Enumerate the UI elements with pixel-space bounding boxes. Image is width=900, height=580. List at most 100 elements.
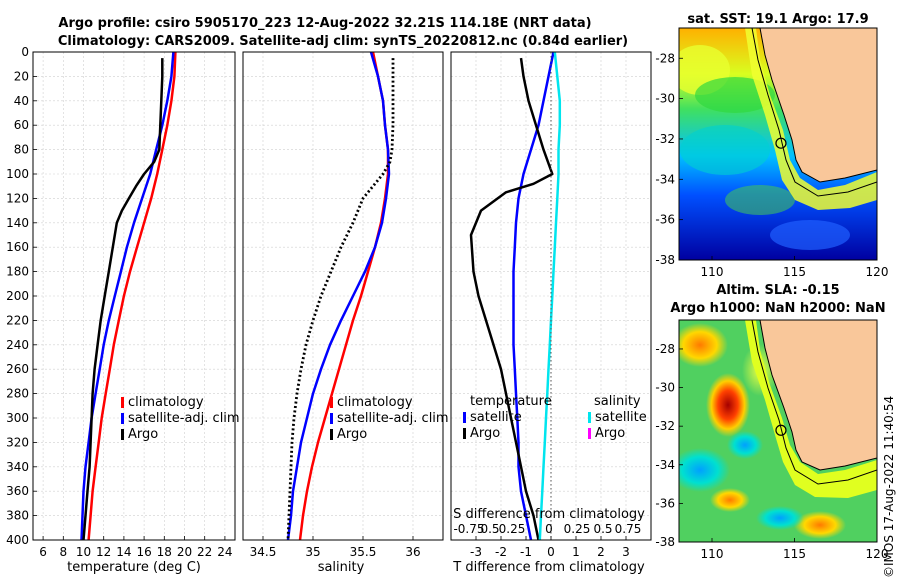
s-diff-tick-label: 0.25 xyxy=(564,522,591,536)
salinity-difference-ticks: -0.750.5 0.25 0 0.25 0.5 0.75 xyxy=(453,522,641,536)
temperature-x-ticks: 6 8 10 12 14 16 18 20 22 24 xyxy=(39,536,233,559)
sla-cool-anomaly-2 xyxy=(727,431,763,459)
x-tick-label: -3 xyxy=(470,545,482,559)
s-diff-tick-label: 0.5 xyxy=(480,522,499,536)
s-diff-tick-label: 0 xyxy=(545,522,553,536)
temperature-panel: 6 8 10 12 14 16 18 20 22 24 0 20 40 60 80 100 120 140 160… xyxy=(6,45,240,575)
legend-swatch-temp-argo xyxy=(463,428,466,439)
depth-tick-label: 80 xyxy=(14,143,29,157)
map-y-tick-label: -30 xyxy=(655,381,675,395)
legend-swatch-argo xyxy=(121,429,124,440)
sla-map-ticks: 110 115 120 -28 -30 -32 -34 -36 -38 xyxy=(655,342,888,561)
map-y-tick-label: -38 xyxy=(655,253,675,267)
map-y-tick-label: -38 xyxy=(655,535,675,549)
x-tick-label: 10 xyxy=(76,545,91,559)
x-tick-label: 8 xyxy=(59,545,67,559)
series-satellite-adj-clim xyxy=(286,52,391,540)
legend-label-climatology: climatology xyxy=(128,395,204,410)
sst-argo-marker xyxy=(775,137,787,149)
x-tick-label: -2 xyxy=(495,545,507,559)
salinity-x-ticks: 34.5 35 35.5 36 xyxy=(250,536,421,559)
depth-tick-label: 320 xyxy=(6,435,29,449)
sla-land xyxy=(759,320,877,471)
map-y-tick-label: -28 xyxy=(655,51,675,65)
s-diff-tick-label: 0.75 xyxy=(615,522,642,536)
sst-blue-patch xyxy=(770,220,850,250)
legend-label-sal-argo: Argo xyxy=(595,426,625,441)
legend-swatch-satellite xyxy=(121,413,124,424)
depth-tick-label: 300 xyxy=(6,411,29,425)
depth-tick-label: 280 xyxy=(6,387,29,401)
x-tick-label: 12 xyxy=(96,545,111,559)
series-argo xyxy=(82,58,164,540)
difference-panel: -3 -2 -1 0 1 2 3 T difference from climatology… xyxy=(450,51,652,575)
sst-200m-contour xyxy=(751,28,877,197)
depth-tick-label: 220 xyxy=(6,313,29,327)
depth-tick-label: 180 xyxy=(6,265,29,279)
x-tick-label: 3 xyxy=(622,545,630,559)
sst-coastal-warm-band xyxy=(745,28,877,210)
salinity-panel: 34.5 35 35.5 36 salinity climatology satell… xyxy=(242,51,449,575)
figure-title: Argo profile: csiro 5905170_223 12-Aug-2… xyxy=(58,16,591,31)
depth-tick-label: 40 xyxy=(14,94,29,108)
sla-warm-anomaly-north xyxy=(679,323,728,367)
legend-swatch-climatology xyxy=(121,397,124,408)
x-tick-label: 0 xyxy=(547,545,555,559)
sst-green-patch-south xyxy=(725,185,795,215)
map-x-tick-label: 110 xyxy=(701,265,724,279)
legend-label-temp-argo: Argo xyxy=(470,426,500,441)
sla-warm-anomaly-south xyxy=(710,488,750,512)
depth-tick-label: 380 xyxy=(6,509,29,523)
depth-tick-label: 120 xyxy=(6,191,29,205)
sst-land xyxy=(759,28,877,183)
depth-tick-label: 160 xyxy=(6,240,29,254)
map-y-tick-label: -36 xyxy=(655,496,675,510)
map-y-tick-label: -36 xyxy=(655,213,675,227)
sst-map-title: sat. SST: 19.1 Argo: 17.9 xyxy=(687,12,868,27)
map-x-tick-label: 120 xyxy=(866,265,889,279)
legend-label-sal-satellite: satellite xyxy=(595,410,647,425)
sst-cyan-patch xyxy=(680,125,770,175)
x-tick-label: 1 xyxy=(572,545,580,559)
depth-tick-label: 400 xyxy=(6,533,29,547)
temperature-lines xyxy=(80,52,177,540)
difference-x-label: T difference from climatology xyxy=(452,560,645,575)
sla-map-frame xyxy=(678,319,878,543)
sla-warm-anomaly-core xyxy=(706,373,750,437)
sla-map-title: Altim. SLA: -0.15 xyxy=(716,283,839,298)
map-x-tick-label: 110 xyxy=(701,547,724,561)
salinity-x-label: salinity xyxy=(318,560,365,575)
x-tick-label: 14 xyxy=(116,545,131,559)
sla-map: Altim. SLA: -0.15 Argo h1000: NaN h2000:… xyxy=(655,283,888,561)
figure-subtitle: Climatology: CARS2009. Satellite-adj cli… xyxy=(58,34,628,49)
depth-tick-label: 140 xyxy=(6,216,29,230)
sla-cool-anomaly xyxy=(679,448,730,492)
x-tick-label: 34.5 xyxy=(250,545,277,559)
x-tick-label: 18 xyxy=(157,545,172,559)
difference-x2-label: S difference from climatology xyxy=(453,507,645,522)
temperature-x-label: temperature (deg C) xyxy=(67,560,201,575)
x-tick-label: 24 xyxy=(217,545,232,559)
legend-label-temp-satellite: satellite xyxy=(470,410,522,425)
x-tick-label: -1 xyxy=(520,545,532,559)
map-y-tick-label: -32 xyxy=(655,419,675,433)
salinity-legend: climatology satellite-adj. clim Argo xyxy=(330,395,449,442)
depth-tick-label: 60 xyxy=(14,118,29,132)
legend-swatch-sal-satellite xyxy=(588,412,591,423)
map-y-tick-label: -34 xyxy=(655,458,675,472)
salinity-axes-box xyxy=(242,51,444,541)
sst-map-frame xyxy=(678,27,878,261)
sst-green-patch xyxy=(695,77,775,113)
depth-tick-label: 100 xyxy=(6,167,29,181)
depth-tick-label: 260 xyxy=(6,362,29,376)
depth-tick-label: 0 xyxy=(21,45,29,59)
difference-x-ticks: -3 -2 -1 0 1 2 3 xyxy=(470,536,630,559)
map-x-tick-label: 115 xyxy=(783,265,806,279)
depth-tick-label: 200 xyxy=(6,289,29,303)
depth-tick-label: 20 xyxy=(14,69,29,83)
map-y-tick-label: -34 xyxy=(655,172,675,186)
x-tick-label: 35.5 xyxy=(350,545,377,559)
difference-legend: temperature satellite Argo salinity sate… xyxy=(463,394,647,441)
sst-map: sat. SST: 19.1 Argo: 17.9 110 115 120 -28 -3… xyxy=(655,12,888,279)
